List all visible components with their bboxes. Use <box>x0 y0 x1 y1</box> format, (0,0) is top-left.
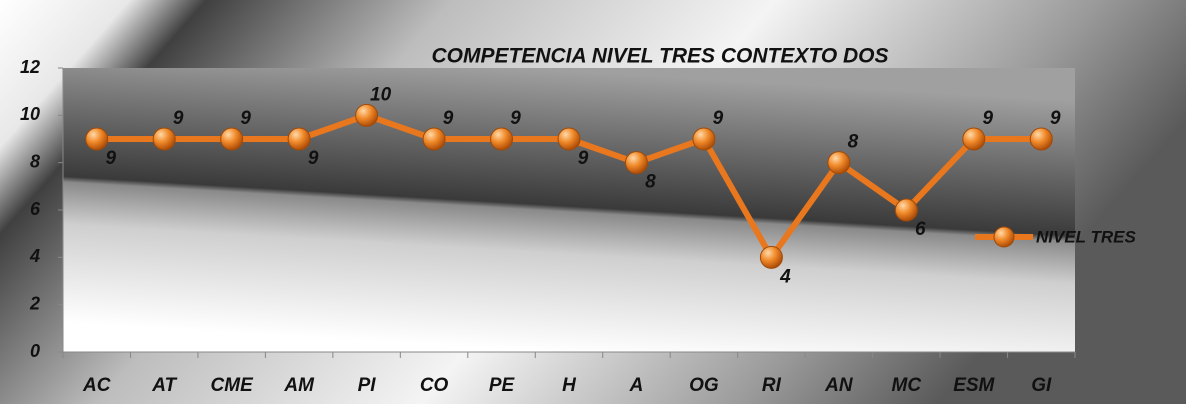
point <box>152 127 176 151</box>
chart-title: COMPETENCIA NIVEL TRES CONTEXTO DOS <box>432 45 889 68</box>
data-label: 9 <box>443 108 454 129</box>
y-tick-label: 12 <box>20 57 40 77</box>
x-tick-label: AN <box>824 375 854 396</box>
y-tick-label: 8 <box>30 151 40 171</box>
point <box>355 103 379 127</box>
y-tick-label: 0 <box>30 341 40 361</box>
legend-marker <box>993 226 1015 248</box>
data-label: 4 <box>779 266 791 287</box>
x-tick-label: AT <box>151 375 177 396</box>
data-label: 9 <box>983 108 994 129</box>
x-tick-label: A <box>629 375 644 396</box>
data-label: 9 <box>173 108 184 129</box>
x-tick-label: CME <box>211 375 255 396</box>
x-tick-label: RI <box>762 375 782 396</box>
point <box>894 198 918 222</box>
point <box>422 127 446 151</box>
plot-area <box>63 68 1075 352</box>
x-tick-label: MC <box>892 375 922 396</box>
x-tick-label: PE <box>489 375 516 396</box>
data-label: 9 <box>240 108 251 129</box>
x-tick-label: AC <box>82 375 111 396</box>
x-tick-label: ESM <box>953 375 995 396</box>
point <box>85 127 109 151</box>
data-label: 8 <box>645 172 656 193</box>
point <box>692 127 716 151</box>
x-tick-label: AM <box>283 375 315 396</box>
data-label: 9 <box>308 148 319 169</box>
y-tick-label: 10 <box>20 104 40 124</box>
data-label: 8 <box>848 132 859 153</box>
point <box>490 127 514 151</box>
x-tick-label: H <box>562 375 577 396</box>
x-tick-label: CO <box>420 375 449 396</box>
point <box>827 151 851 175</box>
x-tick-label: PI <box>358 375 377 396</box>
legend-label: NIVEL TRES <box>1036 227 1136 246</box>
point <box>962 127 986 151</box>
x-tick-label: GI <box>1031 375 1052 396</box>
point <box>624 151 648 175</box>
point <box>759 245 783 269</box>
data-label: 9 <box>510 108 521 129</box>
data-label: 9 <box>1050 108 1061 129</box>
point <box>287 127 311 151</box>
data-label: 9 <box>578 148 589 169</box>
data-label: 9 <box>713 108 724 129</box>
point <box>557 127 581 151</box>
data-label: 6 <box>915 219 926 240</box>
x-tick-label: OG <box>689 375 719 396</box>
point <box>220 127 244 151</box>
y-tick-label: 4 <box>29 246 40 266</box>
y-tick-label: 2 <box>29 293 40 313</box>
data-label: 9 <box>105 148 116 169</box>
y-tick-label: 6 <box>30 199 41 219</box>
data-label: 10 <box>370 84 392 105</box>
point <box>1029 127 1053 151</box>
